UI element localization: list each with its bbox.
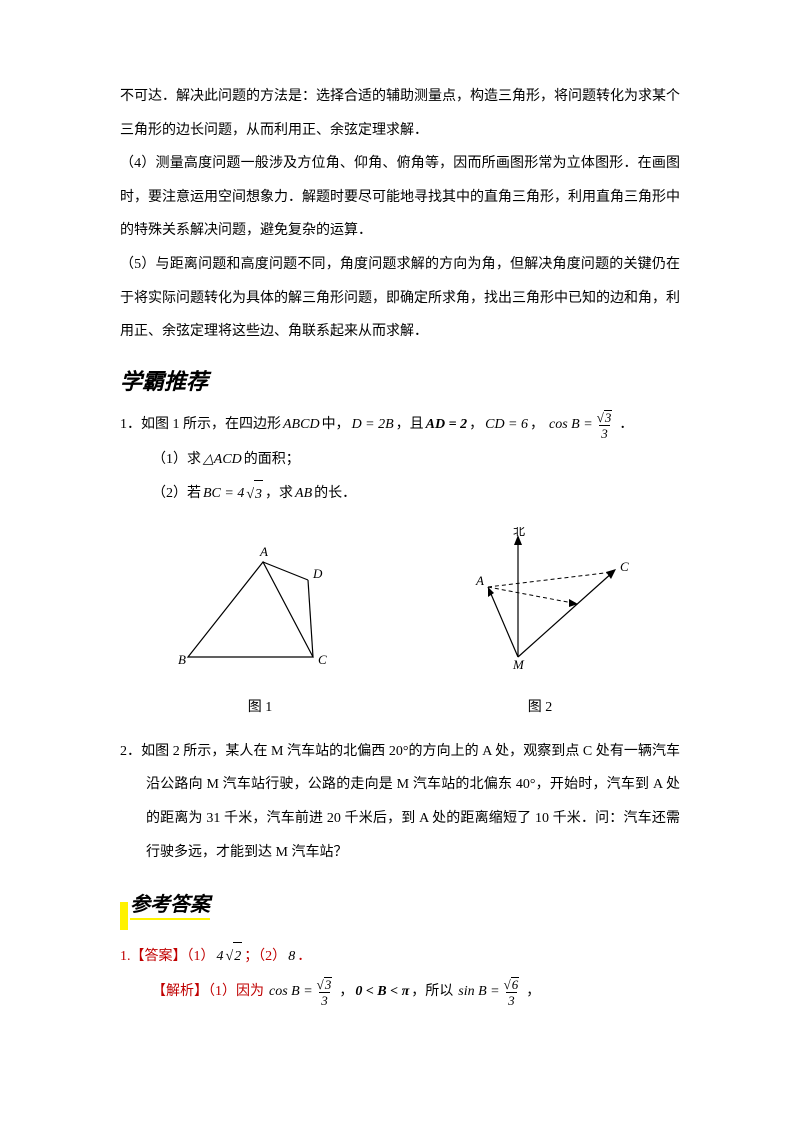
answer-1-expl: 【解析】（1）因为 cos B = √3 3 ， 0 < B < π ，所以 s… — [120, 977, 680, 1007]
fig2-N: 北 — [513, 527, 525, 538]
ans1-lead: 1.【答案】（1） — [120, 943, 215, 971]
fig2-M: M — [512, 657, 525, 672]
q2-stem: 2．如图 2 所示，某人在 M 汽车站的北偏西 20°的方向上的 A 处，观察到… — [120, 735, 680, 869]
answer-key-header: 参考答案 — [120, 881, 680, 930]
ans1-range: 0 < B < π — [355, 978, 409, 1006]
para-3-continued: 不可达．解决此问题的方法是：选择合适的辅助测量点，构造三角形，将问题转化为求某个… — [120, 80, 680, 147]
q1-cos-den: 3 — [599, 425, 610, 440]
q1-sub2-b: ，求 — [265, 480, 293, 508]
fig2-C: C — [620, 559, 629, 574]
figure-2: 北 A C M — [438, 527, 638, 686]
q1-abcd: ABCD — [283, 411, 320, 439]
fig1-A: A — [259, 544, 268, 559]
q1-sub1: （1）求 △ACD 的面积； — [120, 446, 680, 474]
ans1-cos-num: 3 — [324, 977, 333, 991]
q1-text-c: ，且 — [396, 411, 424, 439]
ans1-cos: cos B = √3 3 — [269, 977, 334, 1007]
answer-1: 1.【答案】（1） 4√2 ；（2） 8 ． — [120, 942, 680, 971]
fig1-caption: 图 1 — [120, 691, 400, 725]
q1-sub2-a: （2）若 — [152, 480, 201, 508]
figure-2-svg: 北 A C M — [438, 527, 638, 672]
q1-eq3: CD = 6 — [485, 411, 528, 439]
para-4: （4）测量高度问题一般涉及方位角、仰角、俯角等，因而所画图形常为立体图形．在画图… — [120, 147, 680, 248]
fig1-C: C — [318, 652, 327, 667]
ans1-mid: ；（2） — [244, 943, 286, 971]
ans1-sin-lhs: sin B = — [458, 978, 499, 1006]
q1-cosb: cos B = √3 3 — [549, 410, 614, 440]
q1-bc-rad: 3 — [254, 480, 263, 509]
q1-sub2: （2）若 BC = 4√3 ，求 AB 的长． — [120, 480, 680, 509]
fig2-caption: 图 2 — [400, 691, 680, 725]
figure-1: A B C D — [163, 542, 353, 686]
ans1-v1-rad: 2 — [233, 942, 242, 971]
q1-stem: 1．如图 1 所示，在四边形 ABCD 中， D = 2B ，且 AD = 2 … — [120, 410, 680, 440]
q1-eq1: D = 2B — [352, 411, 394, 439]
ans1-range-b: ，所以 — [411, 978, 453, 1006]
ans1-range-a: ， — [339, 978, 353, 1006]
q1-cos-lhs: cos B = — [549, 411, 593, 439]
ans1-cos-lhs: cos B = — [269, 978, 313, 1006]
ans1-sin: sin B = √6 3 — [458, 977, 521, 1007]
q1-bc-lhs: BC = 4 — [203, 480, 244, 508]
section-recommend: 学霸推荐 — [120, 367, 680, 398]
figure-captions: 图 1 图 2 — [120, 691, 680, 725]
figures-row: A B C D 北 A C M — [120, 527, 680, 686]
q1-ab: AB — [295, 480, 312, 508]
q1-text-b: 中， — [322, 411, 350, 439]
ans1-v1-coef: 4 — [217, 943, 224, 971]
q1-cos-frac: √3 3 — [595, 410, 615, 440]
q1-sub1-b: 的面积； — [244, 446, 300, 474]
ans1-tail: ， — [526, 978, 540, 1006]
q1-comma2: ， — [530, 411, 544, 439]
q1-comma: ， — [469, 411, 483, 439]
answer-key-text: 参考答案 — [130, 894, 210, 920]
page: 不可达．解决此问题的方法是：选择合适的辅助测量点，构造三角形，将问题转化为求某个… — [0, 0, 800, 1132]
q1-text-a: 1．如图 1 所示，在四边形 — [120, 411, 281, 439]
figure-1-svg: A B C D — [163, 542, 353, 672]
fig1-B: B — [178, 652, 186, 667]
q1-cos-num: 3 — [604, 410, 613, 424]
q1-sub1-a: （1）求 — [152, 446, 201, 474]
ans1-sin-den: 3 — [506, 992, 517, 1007]
q1-sub1-tri: △ACD — [203, 446, 242, 474]
yellow-bar-icon — [120, 902, 128, 930]
fig1-D: D — [312, 566, 323, 581]
ans1-expl-lead: 【解析】（1）因为 — [152, 978, 264, 1006]
para-5: （5）与距离问题和高度问题不同，角度问题求解的方向为角，但解决角度问题的关键仍在… — [120, 248, 680, 349]
q1-dot: ． — [619, 411, 633, 439]
ans1-sin-num: 6 — [511, 977, 520, 991]
ans1-cos-den: 3 — [319, 992, 330, 1007]
fig2-A: A — [475, 573, 484, 588]
ans1-v2: 8 — [288, 943, 295, 971]
q1-eq2: AD = 2 — [426, 411, 467, 439]
ans1-end: ． — [297, 943, 311, 971]
q1-sub2-c: 的长． — [314, 480, 356, 508]
